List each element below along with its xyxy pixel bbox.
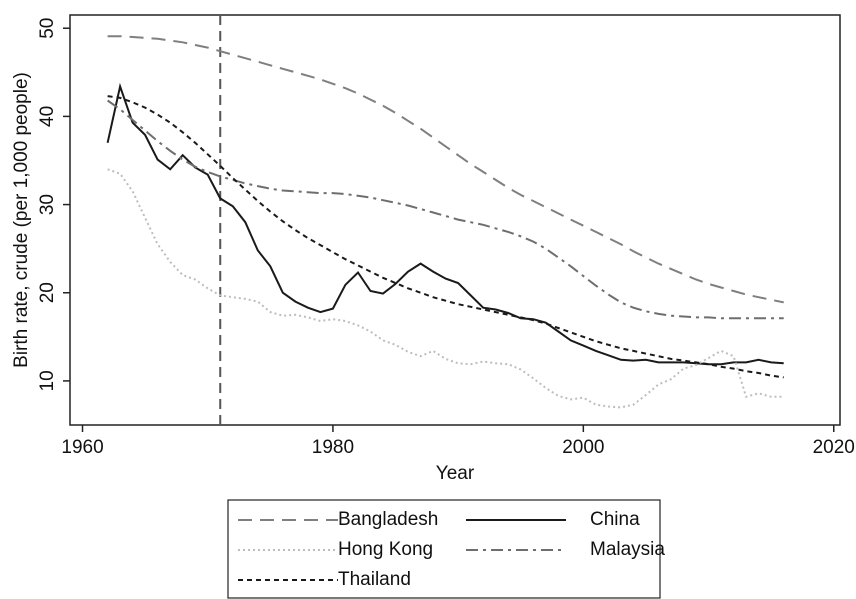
x-axis-label: Year: [436, 463, 475, 484]
y-tick-label: 10: [37, 370, 58, 391]
series-line: [107, 95, 784, 379]
series-line: [106, 82, 784, 366]
y-tick-label: 20: [37, 282, 58, 303]
y-tick-label: 40: [37, 106, 58, 127]
x-tick-label: 1960: [61, 437, 103, 458]
legend-label: Bangladesh: [338, 509, 438, 530]
x-tick-label: 2020: [813, 437, 855, 458]
legend-label: China: [590, 509, 640, 530]
x-tick-label: 2000: [562, 437, 604, 458]
series-line: [107, 168, 784, 409]
plot-frame: [69, 14, 841, 426]
x-tick-label: 1980: [312, 437, 354, 458]
y-tick-label: 30: [37, 194, 58, 215]
legend-label: Hong Kong: [338, 539, 433, 560]
y-tick-label: 50: [37, 18, 58, 39]
y-axis-label: Birth rate, crude (per 1,000 people): [11, 72, 32, 368]
legend-label: Malaysia: [590, 539, 665, 560]
legend-label: Thailand: [338, 569, 411, 590]
series-line: [107, 35, 784, 304]
series-line: [107, 99, 784, 320]
